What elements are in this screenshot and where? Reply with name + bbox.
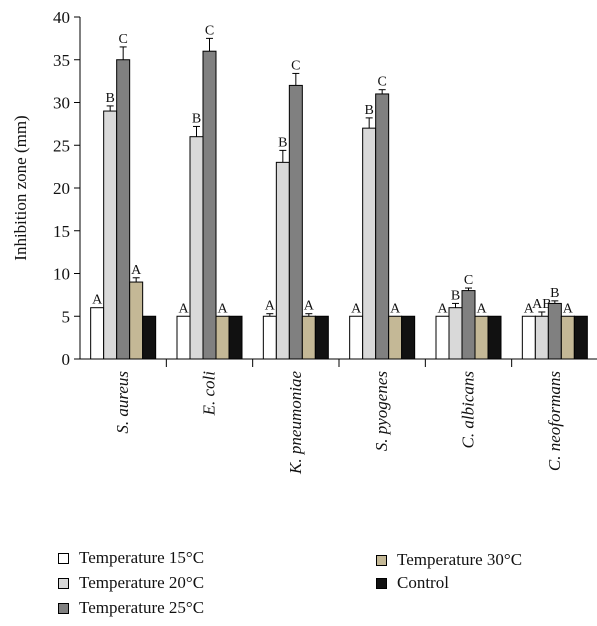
- y-tick-label-5: 5: [62, 307, 71, 326]
- bar-s-pyogenes-temperature-30-c: [388, 315, 403, 360]
- bar-c-albicans-temperature-15-c: [435, 315, 450, 360]
- y-tick-label-15: 15: [53, 222, 70, 241]
- bar-s-pyogenes-temperature-25-c: [375, 93, 390, 360]
- x-tick-label-c-neoformans: C. neoformans: [545, 371, 564, 472]
- bar-k-pneumoniae-control: [314, 315, 329, 360]
- significance-label-s-aureus-temperature-20-c: B: [105, 91, 114, 106]
- significance-label-s-aureus-temperature-25-c: C: [118, 32, 127, 47]
- bar-s-aureus-temperature-20-c: [103, 110, 118, 360]
- bar-c-albicans-temperature-30-c: [474, 315, 489, 360]
- bar-k-pneumoniae-temperature-30-c: [301, 315, 316, 360]
- bar-c-neoformans-temperature-20-c: [534, 315, 549, 360]
- bar-c-neoformans-temperature-30-c: [560, 315, 575, 360]
- significance-label-c-albicans-temperature-30-c: A: [476, 301, 487, 316]
- significance-label-c-albicans-temperature-25-c: C: [464, 273, 473, 288]
- bar-s-aureus-control: [142, 315, 157, 360]
- y-tick-label-40: 40: [53, 8, 70, 27]
- bar-c-neoformans-control: [573, 315, 588, 360]
- significance-label-k-pneumoniae-temperature-15-c: A: [265, 299, 276, 314]
- significance-label-s-pyogenes-temperature-20-c: B: [364, 103, 373, 118]
- y-tick-label-30: 30: [53, 94, 70, 113]
- bar-c-neoformans-temperature-15-c: [521, 315, 536, 360]
- x-tick-label-s-aureus: S. aureus: [113, 371, 132, 434]
- bar-c-albicans-temperature-20-c: [448, 307, 463, 360]
- significance-label-s-aureus-temperature-30-c: A: [131, 263, 142, 278]
- bar-k-pneumoniae-temperature-15-c: [262, 315, 277, 360]
- y-tick-label-0: 0: [62, 350, 71, 369]
- significance-label-e-coli-temperature-15-c: A: [178, 301, 189, 316]
- bar-s-aureus-temperature-25-c: [116, 59, 131, 360]
- significance-label-k-pneumoniae-temperature-25-c: C: [291, 58, 300, 73]
- bar-s-aureus-temperature-30-c: [129, 281, 144, 360]
- bar-s-pyogenes-temperature-15-c: [349, 315, 364, 360]
- x-tick-label-e-coli: E. coli: [200, 371, 219, 417]
- y-tick-label-25: 25: [53, 136, 70, 155]
- bar-e-coli-temperature-15-c: [176, 315, 191, 360]
- bar-e-coli-control: [228, 315, 243, 360]
- y-tick-label-10: 10: [53, 265, 70, 284]
- significance-label-c-neoformans-temperature-25-c: B: [550, 286, 559, 301]
- significance-label-s-pyogenes-temperature-15-c: A: [351, 301, 362, 316]
- significance-label-c-neoformans-temperature-20-c: AB: [532, 297, 551, 312]
- bar-s-pyogenes-control: [401, 315, 416, 360]
- significance-label-e-coli-temperature-30-c: A: [217, 301, 228, 316]
- significance-label-s-pyogenes-temperature-30-c: A: [390, 301, 401, 316]
- y-tick-label-20: 20: [53, 179, 70, 198]
- significance-label-c-albicans-temperature-15-c: A: [437, 301, 448, 316]
- x-tick-label-k-pneumoniae: K. pneumoniae: [286, 371, 305, 475]
- x-tick-label-s-pyogenes: S. pyogenes: [372, 371, 391, 452]
- bar-k-pneumoniae-temperature-25-c: [288, 84, 303, 360]
- significance-label-s-aureus-temperature-15-c: A: [92, 293, 103, 308]
- significance-label-e-coli-temperature-20-c: B: [192, 111, 201, 126]
- bar-e-coli-temperature-20-c: [189, 136, 204, 360]
- bar-k-pneumoniae-temperature-20-c: [275, 161, 290, 360]
- y-tick-label-35: 35: [53, 51, 70, 70]
- bar-s-aureus-temperature-15-c: [90, 307, 105, 360]
- x-tick-label-c-albicans: C. albicans: [459, 371, 478, 449]
- bar-c-neoformans-temperature-25-c: [547, 302, 562, 360]
- significance-label-c-albicans-temperature-20-c: B: [451, 288, 460, 303]
- bar-e-coli-temperature-30-c: [215, 315, 230, 360]
- bar-c-albicans-temperature-25-c: [461, 290, 476, 360]
- bar-e-coli-temperature-25-c: [202, 50, 217, 360]
- significance-label-c-neoformans-temperature-30-c: A: [563, 301, 574, 316]
- bar-c-albicans-control: [487, 315, 502, 360]
- significance-label-s-pyogenes-temperature-25-c: C: [377, 75, 386, 90]
- significance-label-k-pneumoniae-temperature-20-c: B: [278, 135, 287, 150]
- bar-s-pyogenes-temperature-20-c: [362, 127, 377, 360]
- significance-label-e-coli-temperature-25-c: C: [205, 23, 214, 38]
- y-axis-label: Inhibition zone (mm): [11, 115, 30, 260]
- significance-label-k-pneumoniae-temperature-30-c: A: [304, 299, 315, 314]
- significance-label-c-neoformans-temperature-15-c: A: [524, 301, 535, 316]
